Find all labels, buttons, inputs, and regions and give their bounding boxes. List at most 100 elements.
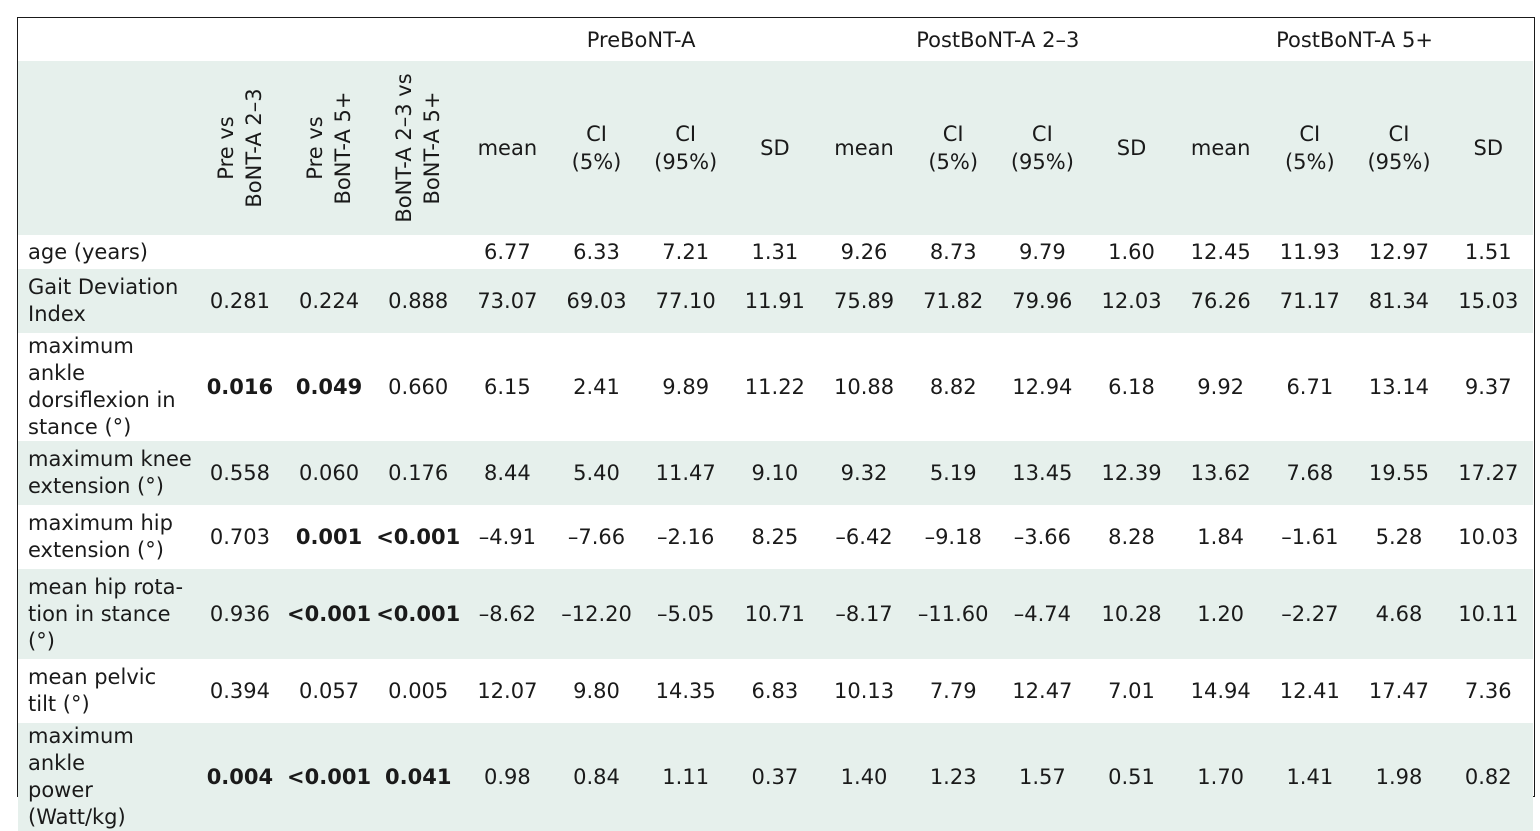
value-cell: 1.20 xyxy=(1176,569,1266,659)
table-row: mean pelvic tilt (°) 0.394 0.057 0.005 12.07 9… xyxy=(18,659,1533,723)
row-label-line: maximum knee xyxy=(28,447,192,471)
pvalue-cell: 0.004 xyxy=(195,723,285,831)
value-cell: 1.98 xyxy=(1354,723,1444,831)
pvalue-header-text: Pre vs BoNT-A 5+ xyxy=(301,92,357,205)
value-cell: 75.89 xyxy=(819,269,909,333)
row-label-line: mean pelvic xyxy=(28,665,157,689)
value-cell: 6.77 xyxy=(483,240,531,264)
stat-header-line: mean xyxy=(477,136,538,160)
value-cell: –7.66 xyxy=(567,525,626,549)
pvalue-cell: 0.049 xyxy=(295,375,363,399)
value-cell: –4.74 xyxy=(997,569,1087,659)
row-label-line: maximum hip xyxy=(28,511,173,535)
value-cell: 81.34 xyxy=(1354,269,1444,333)
value-cell: 10.71 xyxy=(730,569,820,659)
value-cell: –11.60 xyxy=(908,569,998,659)
row-label-line: power xyxy=(28,778,93,802)
value-cell: 8.73 xyxy=(929,240,977,264)
stat-header: mean xyxy=(462,61,552,235)
value-cell: 10.13 xyxy=(833,679,895,703)
pvalue-header-text: BoNT-A 2–3 vs BoNT-A 5+ xyxy=(390,73,446,222)
stat-header: CI (95%) xyxy=(1354,61,1444,235)
stat-header-line: CI xyxy=(1299,122,1321,146)
row-label: mean hip rota-tion in stance (°) xyxy=(18,569,196,659)
stat-header: CI (5%) xyxy=(1265,61,1355,235)
value-cell: 6.18 xyxy=(1108,375,1155,399)
value-cell: 7.36 xyxy=(1464,679,1512,703)
value-cell: 12.07 xyxy=(477,679,538,703)
value-cell: 8.25 xyxy=(751,525,799,549)
row-label: maximum ankle dorsiflexion in stance (°) xyxy=(18,333,195,441)
table-row: age (years) 6.77 6.33 7.21 1.31 9.26 8.73 9.79 1… xyxy=(18,235,1533,269)
value-cell: 0.84 xyxy=(551,723,642,831)
stat-header: CI (95%) xyxy=(641,61,731,235)
stat-header-line: mean xyxy=(834,136,894,160)
value-cell: 9.79 xyxy=(1018,240,1066,264)
group-header-row: PreBoNT-A PostBoNT-A 2–3 PostBoNT-A 5+ xyxy=(18,18,1533,61)
value-cell: –2.16 xyxy=(657,525,715,549)
value-cell: 12.03 xyxy=(1086,269,1177,333)
value-cell: 12.39 xyxy=(1086,441,1177,505)
pvalue-cell: <0.001 xyxy=(284,569,374,659)
value-cell: 10.88 xyxy=(833,375,895,399)
value-cell: 9.26 xyxy=(840,240,888,264)
pvalue-header-line: BoNT-A 5+ xyxy=(331,91,356,205)
row-label-line: extension (°) xyxy=(28,538,164,562)
row-label-line: maximum ankle xyxy=(28,724,134,775)
stat-header: CI (95%) xyxy=(997,61,1087,235)
table-row: mean hip rota-tion in stance (°) 0.936 <0.0… xyxy=(18,569,1533,659)
pvalue-header-line: BoNT-A 5+ xyxy=(420,91,445,205)
pvalue-cell: 0.057 xyxy=(299,679,360,703)
value-cell: 1.11 xyxy=(641,723,731,831)
value-cell: 12.94 xyxy=(1012,375,1073,399)
stat-header: CI (5%) xyxy=(551,61,642,235)
pvalue-cell: <0.001 xyxy=(373,569,463,659)
column-header-row: Pre vs BoNT-A 2–3 Pre vs BoNT-A 5+ BoNT-A 2–… xyxy=(18,61,1533,235)
value-cell: 7.01 xyxy=(1108,679,1155,703)
value-cell: 7.79 xyxy=(929,679,977,703)
value-cell: 4.68 xyxy=(1354,569,1444,659)
table-body: age (years) 6.77 6.33 7.21 1.31 9.26 8.73 9.79 1… xyxy=(18,235,1533,831)
value-cell: 79.96 xyxy=(997,269,1087,333)
value-cell: 69.03 xyxy=(551,269,642,333)
value-cell: 1.84 xyxy=(1197,525,1245,549)
pvalue-cell: 0.016 xyxy=(206,375,274,399)
value-cell: 1.31 xyxy=(751,240,799,264)
value-cell: 1.41 xyxy=(1265,723,1355,831)
pvalue-header-line: Pre vs xyxy=(213,116,238,180)
value-cell: 13.45 xyxy=(997,441,1087,505)
value-cell: 1.23 xyxy=(908,723,998,831)
pvalue-cell: 0.041 xyxy=(373,723,463,831)
value-cell: 7.68 xyxy=(1265,441,1355,505)
pvalue-header-line: Pre vs xyxy=(303,116,328,180)
value-cell: 9.80 xyxy=(573,679,620,703)
stat-header: mean xyxy=(819,61,909,235)
value-cell: 5.19 xyxy=(908,441,998,505)
row-label-line: maximum ankle xyxy=(28,334,134,385)
stat-header: SD xyxy=(1443,61,1533,235)
table-row: maximum ankle dorsiflexion in stance (°) 0.… xyxy=(18,333,1533,441)
value-cell: 11.22 xyxy=(744,375,805,399)
row-label: Gait Deviation Index xyxy=(18,269,196,333)
group-header-spacer xyxy=(18,18,463,61)
stat-header-line: (5%) xyxy=(928,150,979,174)
value-cell: 6.33 xyxy=(573,240,620,264)
stat-header: SD xyxy=(1086,61,1177,235)
stat-header-line: CI xyxy=(1388,122,1410,146)
group-header-postbonta-2-3: PostBoNT-A 2–3 xyxy=(916,27,1080,52)
pvalue-header: Pre vs BoNT-A 5+ xyxy=(284,61,374,235)
row-label-line: mean hip rota- xyxy=(28,574,184,599)
pvalue-cell: 0.001 xyxy=(295,525,363,549)
pvalue-cell: 0.936 xyxy=(195,569,285,659)
value-cell: 5.28 xyxy=(1375,525,1423,549)
value-cell: 76.26 xyxy=(1176,269,1266,333)
value-cell: –6.42 xyxy=(835,525,893,549)
value-cell: –2.27 xyxy=(1265,569,1355,659)
row-label: maximum knee extension (°) xyxy=(18,441,196,505)
stat-header-line: (5%) xyxy=(1284,150,1335,174)
value-cell: 8.82 xyxy=(929,375,977,399)
value-cell: 10.28 xyxy=(1086,569,1177,659)
pvalue-cell: 0.660 xyxy=(388,375,449,399)
value-cell: 11.91 xyxy=(730,269,820,333)
value-cell: 9.92 xyxy=(1197,375,1245,399)
